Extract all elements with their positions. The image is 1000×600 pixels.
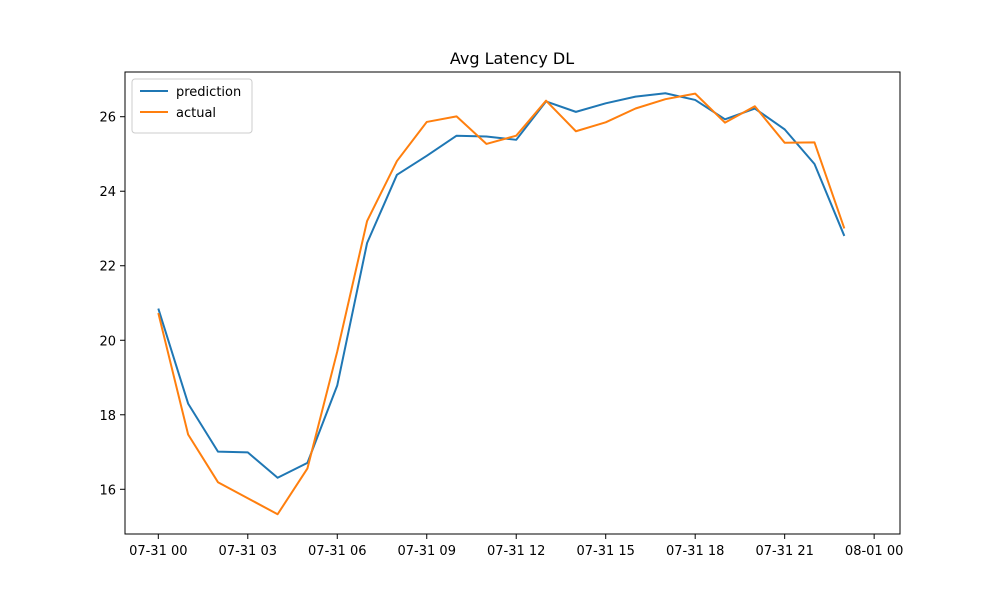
x-tick-label: 07-31 21 [755,544,813,559]
y-axis: 16 18 20 22 24 26 [99,111,125,498]
legend: prediction actual [131,78,253,134]
plot-area-frame [124,71,901,535]
x-tick-label: 07-31 12 [487,544,545,559]
chart-title: Avg Latency DL [450,49,574,68]
y-tick-label: 20 [99,334,116,349]
x-tick-label: 08-01 00 [845,544,903,559]
x-tick-label: 07-31 03 [219,544,277,559]
x-tick-label: 07-31 15 [576,544,634,559]
x-tick-label: 07-31 18 [666,544,724,559]
x-tick-label: 07-31 09 [398,544,456,559]
series-line-prediction [157,92,846,479]
legend-label-prediction: prediction [176,85,241,100]
series-line-actual [157,92,846,516]
y-tick-label: 24 [99,185,116,200]
y-tick-label: 16 [99,483,116,498]
legend-label-actual: actual [176,106,216,121]
series-layer [157,92,846,516]
y-tick-label: 18 [99,409,116,424]
x-tick-label: 07-31 00 [129,544,187,559]
x-axis: 07-31 00 07-31 03 07-31 06 07-31 09 07-31 12… [129,534,903,559]
y-tick-label: 26 [99,111,116,126]
y-tick-label: 22 [99,260,116,275]
legend-box [131,78,253,134]
x-tick-label: 07-31 06 [308,544,366,559]
